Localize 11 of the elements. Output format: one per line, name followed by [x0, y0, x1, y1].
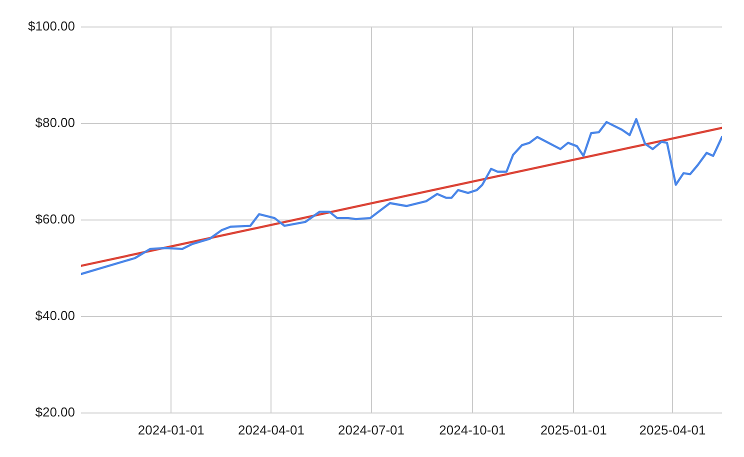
x-tick-label: 2024-10-01	[439, 422, 506, 438]
x-tick-label: 2025-01-01	[540, 422, 607, 438]
y-tick-label: $20.00	[35, 404, 75, 420]
y-tick-label: $80.00	[35, 115, 75, 130]
y-tick-label: $100.00	[28, 18, 75, 34]
x-tick-label: 2024-01-01	[138, 422, 204, 438]
y-tick-label: $40.00	[35, 308, 75, 324]
x-tick-label: 2025-04-01	[639, 422, 706, 438]
x-tick-label: 2024-07-01	[338, 422, 405, 438]
x-tick-label: 2024-04-01	[238, 422, 304, 438]
y-tick-label: $60.00	[35, 212, 75, 227]
